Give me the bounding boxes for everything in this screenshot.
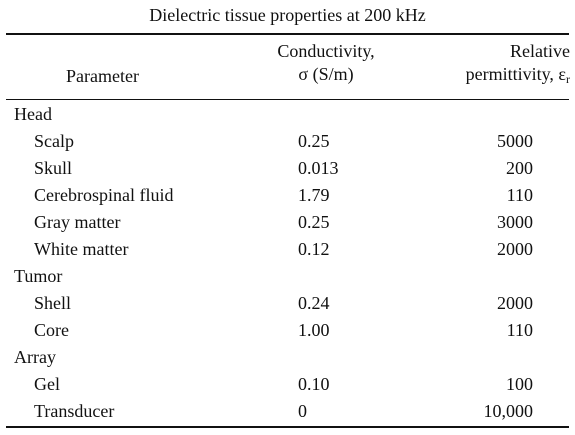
- row-permittivity: 3000: [497, 212, 533, 232]
- table-caption: Dielectric tissue properties at 200 kHz: [149, 5, 426, 25]
- row-conductivity: 1.00: [298, 320, 330, 340]
- row-permittivity: 2000: [497, 293, 533, 313]
- table-row: Core 1.00 110: [0, 317, 575, 344]
- table-row: Cerebrospinal fluid 1.79 110: [0, 182, 575, 209]
- row-permittivity: 5000: [497, 131, 533, 151]
- row-name: White matter: [34, 239, 129, 259]
- header-conductivity: Conductivity, σ (S/m): [262, 40, 390, 86]
- table-row: Gray matter 0.25 3000: [0, 209, 575, 236]
- group-label: Head: [14, 104, 52, 124]
- row-conductivity: 0.013: [298, 158, 339, 178]
- row-permittivity: 200: [506, 158, 533, 178]
- header-permittivity-line2: permittivity, εr: [420, 63, 570, 91]
- group-row-array: Array: [0, 344, 575, 371]
- row-conductivity: 0.25: [298, 212, 330, 232]
- row-conductivity: 0.24: [298, 293, 330, 313]
- table-row: Skull 0.013 200: [0, 155, 575, 182]
- header-permittivity-text: permittivity, ε: [465, 64, 566, 84]
- row-name: Gray matter: [34, 212, 121, 232]
- row-conductivity: 0.12: [298, 239, 330, 259]
- table-row: Scalp 0.25 5000: [0, 128, 575, 155]
- row-permittivity: 100: [506, 374, 533, 394]
- row-permittivity: 110: [506, 320, 533, 340]
- group-row-tumor: Tumor: [0, 263, 575, 290]
- group-label: Array: [14, 347, 56, 367]
- header-permittivity-subscript: r: [566, 72, 570, 86]
- row-conductivity: 0.10: [298, 374, 330, 394]
- row-name: Skull: [34, 158, 73, 178]
- table-row: Shell 0.24 2000: [0, 290, 575, 317]
- row-name: Shell: [34, 293, 72, 313]
- row-name: Scalp: [34, 131, 74, 151]
- header-conductivity-line1: Conductivity,: [277, 41, 375, 61]
- row-name: Cerebrospinal fluid: [34, 185, 174, 205]
- row-name: Gel: [34, 374, 60, 394]
- table-row: Transducer 0 10,000: [0, 398, 575, 425]
- header-permittivity: Relative permittivity, εr: [420, 40, 570, 91]
- header-rule: [6, 99, 569, 100]
- row-name: Core: [34, 320, 69, 340]
- group-row-head: Head: [0, 101, 575, 128]
- header-permittivity-line1: Relative: [510, 41, 570, 61]
- row-permittivity: 2000: [497, 239, 533, 259]
- bottom-rule: [6, 426, 569, 428]
- top-rule: [6, 33, 569, 35]
- row-conductivity: 1.79: [298, 185, 330, 205]
- header-conductivity-line2: σ (S/m): [298, 64, 354, 84]
- row-name: Transducer: [34, 401, 115, 421]
- group-label: Tumor: [14, 266, 63, 286]
- row-conductivity: 0.25: [298, 131, 330, 151]
- header-parameter: Parameter: [66, 66, 139, 86]
- table-row: Gel 0.10 100: [0, 371, 575, 398]
- row-permittivity: 10,000: [483, 401, 534, 421]
- table-row: White matter 0.12 2000: [0, 236, 575, 263]
- row-conductivity: 0: [298, 401, 307, 421]
- row-permittivity: 110: [506, 185, 533, 205]
